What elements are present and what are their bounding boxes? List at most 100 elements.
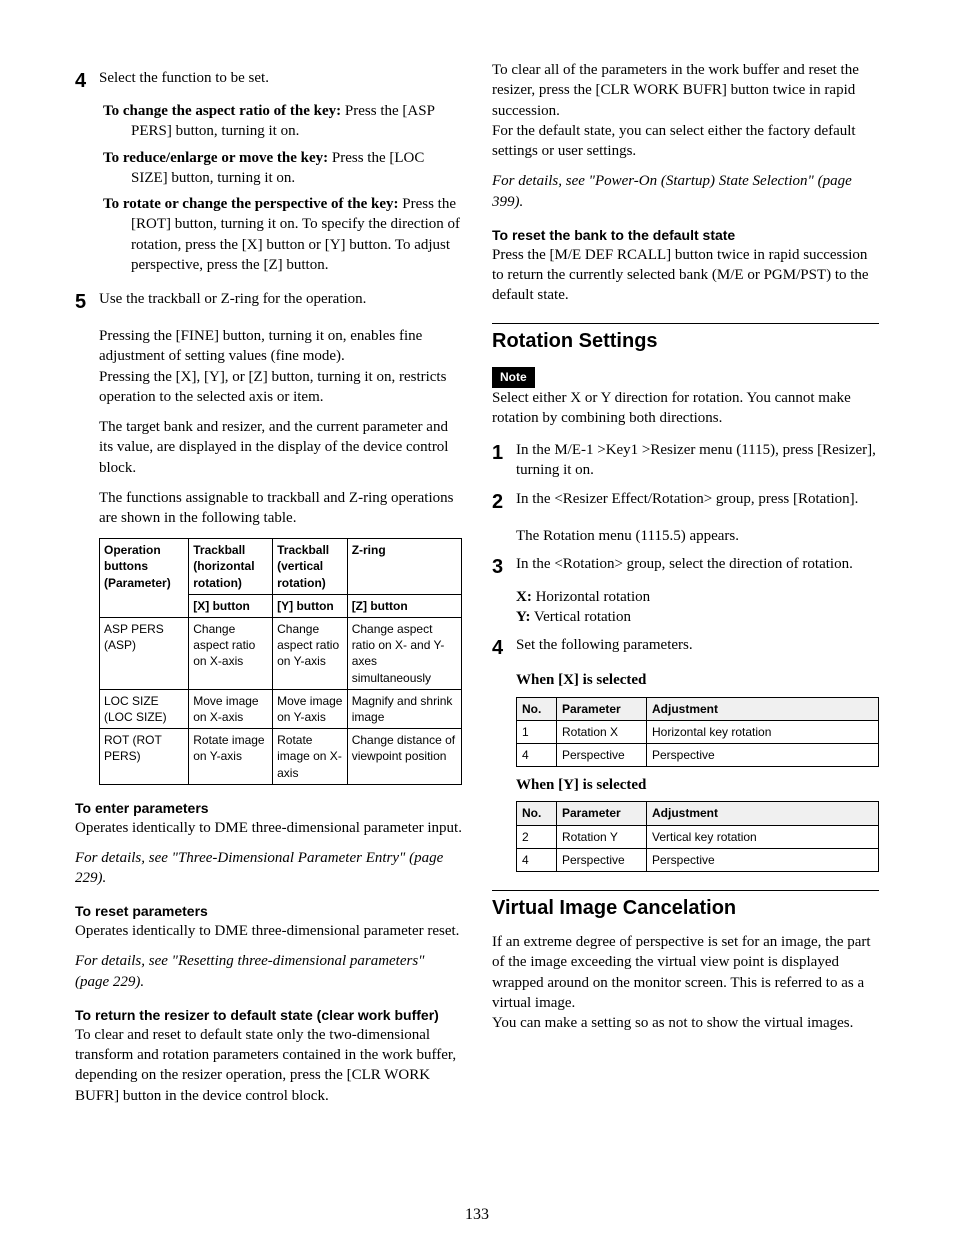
- table-header: Parameter: [557, 802, 647, 825]
- table-row: 1 Rotation X Horizontal key rotation: [517, 720, 879, 743]
- step-number: 5: [75, 289, 99, 316]
- heading-enter-parameters: To enter parameters: [75, 799, 462, 818]
- table-cell: Move image on Y-axis: [273, 689, 348, 728]
- substep-locsize: To reduce/enlarge or move the key: Press…: [103, 148, 462, 189]
- right-column: To clear all of the parameters in the wo…: [492, 60, 879, 1106]
- table-cell: 4: [517, 744, 557, 767]
- table-cell: LOC SIZE (LOC SIZE): [100, 689, 189, 728]
- table-cell: Perspective: [647, 744, 879, 767]
- table-cell: Vertical key rotation: [647, 825, 879, 848]
- substep-rotate: To rotate or change the perspective of t…: [103, 194, 462, 275]
- table-header: No.: [517, 802, 557, 825]
- paragraph: You can make a setting so as not to show…: [492, 1013, 879, 1033]
- step-number: 3: [492, 554, 516, 581]
- table-header: Z-ring: [347, 539, 461, 595]
- operation-table: Operation buttons (Parameter) Trackball …: [99, 538, 462, 784]
- table-cell: Rotate image on X-axis: [273, 729, 348, 785]
- rotation-y-desc: Y: Vertical rotation: [516, 607, 879, 627]
- table-header: [Y] button: [273, 594, 348, 617]
- step-body: In the M/E-1 >Key1 >Resizer menu (1115),…: [516, 440, 879, 481]
- step-number: 1: [492, 440, 516, 481]
- table-header: No.: [517, 697, 557, 720]
- table-caption-y: When [Y] is selected: [516, 775, 879, 795]
- table-cell: 1: [517, 720, 557, 743]
- page-columns: 4 Select the function to be set. To chan…: [75, 60, 879, 1106]
- table-cell: 2: [517, 825, 557, 848]
- heading-reset-bank: To reset the bank to the default state: [492, 226, 879, 245]
- table-row: 2 Rotation Y Vertical key rotation: [517, 825, 879, 848]
- table-cell: Horizontal key rotation: [647, 720, 879, 743]
- paragraph: Operates identically to DME three-dimens…: [75, 921, 462, 941]
- table-header: [X] button: [189, 594, 273, 617]
- table-caption-x: When [X] is selected: [516, 670, 879, 690]
- table-row: LOC SIZE (LOC SIZE) Move image on X-axis…: [100, 689, 462, 728]
- table-header-row: No. Parameter Adjustment: [517, 697, 879, 720]
- table-cell: Magnify and shrink image: [347, 689, 461, 728]
- heading-virtual-image: Virtual Image Cancelation: [492, 890, 879, 922]
- rotation-step-3: 3 In the <Rotation> group, select the di…: [492, 554, 879, 581]
- table-header: [Z] button: [347, 594, 461, 617]
- table-cell: Perspective: [557, 744, 647, 767]
- table-header: Adjustment: [647, 697, 879, 720]
- axis-text: Horizontal rotation: [532, 589, 650, 605]
- table-cell: Change aspect ratio on X-axis: [189, 618, 273, 690]
- table-header-row: Operation buttons (Parameter) Trackball …: [100, 539, 462, 595]
- table-header: Trackball (vertical rotation): [273, 539, 348, 595]
- axis-label: X:: [516, 589, 532, 605]
- step-number: 2: [492, 489, 516, 516]
- table-cell: Rotation Y: [557, 825, 647, 848]
- table-header-row: No. Parameter Adjustment: [517, 802, 879, 825]
- table-cell: Change distance of viewpoint position: [347, 729, 461, 785]
- axis-label: Y:: [516, 609, 530, 625]
- left-column: 4 Select the function to be set. To chan…: [75, 60, 462, 1106]
- table-row: 4 Perspective Perspective: [517, 848, 879, 871]
- note-label: Note: [492, 367, 535, 387]
- page-number: 133: [0, 1204, 954, 1226]
- table-row: ASP PERS (ASP) Change aspect ratio on X-…: [100, 618, 462, 690]
- table-header: Adjustment: [647, 802, 879, 825]
- paragraph: To clear and reset to default state only…: [75, 1025, 462, 1106]
- heading-rotation-settings: Rotation Settings: [492, 323, 879, 355]
- step-body: In the <Resizer Effect/Rotation> group, …: [516, 489, 879, 516]
- substep-aspect: To change the aspect ratio of the key: P…: [103, 101, 462, 142]
- step-body: In the <Rotation> group, select the dire…: [516, 554, 879, 581]
- paragraph: Pressing the [FINE] button, turning it o…: [99, 326, 462, 367]
- substep-label: To rotate or change the perspective of t…: [103, 196, 399, 212]
- step-body: Use the trackball or Z-ring for the oper…: [99, 289, 462, 316]
- rotation-step-2: 2 In the <Resizer Effect/Rotation> group…: [492, 489, 879, 516]
- table-cell: 4: [517, 848, 557, 871]
- substep-label: To reduce/enlarge or move the key:: [103, 150, 328, 166]
- table-header: Parameter: [557, 697, 647, 720]
- table-cell: Change aspect ratio on Y-axis: [273, 618, 348, 690]
- table-cell: Change aspect ratio on X- and Y-axes sim…: [347, 618, 461, 690]
- table-cell: ROT (ROT PERS): [100, 729, 189, 785]
- parameter-table-x: No. Parameter Adjustment 1 Rotation X Ho…: [516, 697, 879, 768]
- reference-text: For details, see "Power-On (Startup) Sta…: [492, 171, 879, 212]
- heading-reset-parameters: To reset parameters: [75, 902, 462, 921]
- table-cell: ASP PERS (ASP): [100, 618, 189, 690]
- paragraph: To clear all of the parameters in the wo…: [492, 60, 879, 121]
- table-cell: Perspective: [647, 848, 879, 871]
- rotation-x-desc: X: Horizontal rotation: [516, 587, 879, 607]
- paragraph: Pressing the [X], [Y], or [Z] button, tu…: [99, 367, 462, 408]
- note-text: Select either X or Y direction for rotat…: [492, 388, 879, 429]
- paragraph: The Rotation menu (1115.5) appears.: [516, 526, 879, 546]
- step-4: 4 Select the function to be set.: [75, 68, 462, 95]
- table-header: Operation buttons (Parameter): [100, 539, 189, 618]
- reference-text: For details, see "Three-Dimensional Para…: [75, 848, 462, 889]
- rotation-step-1: 1 In the M/E-1 >Key1 >Resizer menu (1115…: [492, 440, 879, 481]
- paragraph: For the default state, you can select ei…: [492, 121, 879, 162]
- table-row: 4 Perspective Perspective: [517, 744, 879, 767]
- parameter-table-y: No. Parameter Adjustment 2 Rotation Y Ve…: [516, 801, 879, 872]
- paragraph: If an extreme degree of perspective is s…: [492, 932, 879, 1013]
- table-cell: Move image on X-axis: [189, 689, 273, 728]
- table-row: ROT (ROT PERS) Rotate image on Y-axis Ro…: [100, 729, 462, 785]
- table-cell: Rotation X: [557, 720, 647, 743]
- heading-return-resizer: To return the resizer to default state (…: [75, 1006, 462, 1025]
- paragraph: The functions assignable to trackball an…: [99, 488, 462, 529]
- step-5: 5 Use the trackball or Z-ring for the op…: [75, 289, 462, 316]
- step-body: Select the function to be set.: [99, 68, 462, 95]
- substep-label: To change the aspect ratio of the key:: [103, 103, 341, 119]
- axis-text: Vertical rotation: [530, 609, 631, 625]
- reference-text: For details, see "Resetting three-dimens…: [75, 951, 462, 992]
